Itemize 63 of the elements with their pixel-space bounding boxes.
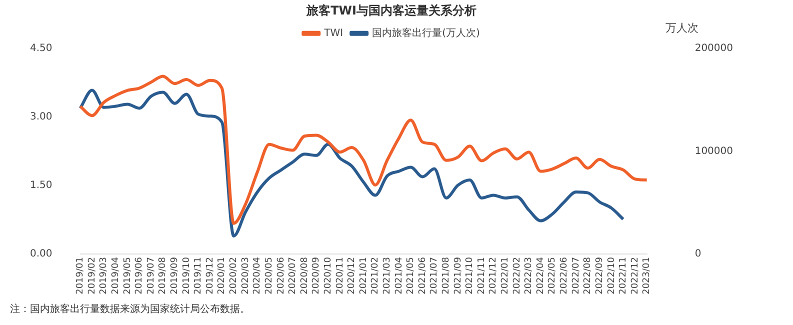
y-tick-label: 0.00: [30, 248, 52, 260]
x-tick-label: 2022/09: [594, 256, 605, 294]
x-tick-label: 2020/05: [264, 257, 274, 294]
x-tick-label: 2021/03: [382, 257, 392, 294]
x-tick-label: 2021/06: [418, 256, 428, 294]
x-tick-label: 2020/08: [300, 256, 310, 294]
x-tick-label: 2021/02: [370, 257, 381, 294]
chart-title: 旅客TWI与国内客运量关系分析: [306, 3, 476, 18]
x-tick-label: 2021/05: [406, 257, 416, 294]
x-tick-label: 2022/05: [548, 257, 558, 294]
line-series: [78, 88, 625, 238]
x-tick-label: 2021/10: [465, 256, 476, 294]
x-tick-label: 2019/08: [158, 256, 168, 294]
legend-label: TWI: [323, 28, 344, 39]
legend-label: 国内旅客出行量(万人次): [372, 26, 480, 39]
y-tick-label: 4.50: [30, 42, 52, 54]
x-tick-label: 2019/04: [111, 256, 122, 294]
x-tick-label: 2019/02: [87, 257, 98, 294]
x-tick-label: 2021/08: [442, 256, 452, 294]
text: 注：国内旅客出行量数据来源为国家统计局公布数据。: [9, 302, 251, 316]
y2-tick-label: 0: [694, 248, 702, 260]
x-tick-label: 2019/12: [205, 257, 216, 294]
x-tick-label: 2022/11: [618, 257, 629, 294]
y-tick-label: 3.00: [30, 112, 52, 123]
x-tick-label: 2021/07: [430, 257, 440, 294]
x-tick-label: 2019/06: [134, 256, 145, 294]
x-tick-label: 2022/04: [536, 256, 546, 294]
x-tick-label: 2022/10: [606, 256, 617, 294]
y-tick-label: 1.50: [30, 180, 52, 192]
x-tick-label: 2019/10: [182, 256, 192, 294]
x-tick-label: 2019/11: [194, 257, 204, 294]
x-tick-label: 2020/02: [229, 257, 240, 294]
x-tick-label: 2021/11: [476, 257, 487, 294]
x-tick-label: 2021/12: [488, 257, 499, 294]
x-tick-label: 2020/10: [323, 256, 334, 294]
x-tick-label: 2023/01: [642, 257, 652, 294]
x-tick-label: 2019/07: [146, 257, 156, 294]
x-tick-label: 2020/06: [276, 256, 286, 294]
x-tick-label: 2021/09: [453, 256, 464, 294]
x-tick-label: 2020/04: [252, 256, 263, 294]
x-tick-label: 2019/03: [99, 257, 110, 294]
x-tick-label: 2019/01: [76, 257, 86, 294]
line-series: [78, 74, 648, 225]
x-tick-label: 2021/04: [394, 256, 404, 294]
x-tick-label: 2020/07: [288, 257, 298, 294]
y2-tick-label: 100000: [694, 146, 734, 157]
y2-axis-title: 万人次: [665, 21, 698, 34]
x-tick-label: 2020/11: [335, 257, 346, 294]
x-tick-label: 2019/05: [122, 257, 133, 294]
x-tick-label: 2022/01: [500, 257, 511, 294]
x-tick-label: 2020/09: [312, 256, 322, 294]
x-tick-label: 2022/06: [560, 256, 570, 294]
x-tick-label: 2022/03: [524, 257, 534, 294]
x-tick-label: 2020/01: [217, 257, 228, 294]
x-tick-label: 2022/07: [571, 257, 582, 294]
x-tick-label: 2019/09: [170, 256, 180, 294]
x-tick-label: 2020/12: [347, 257, 358, 294]
x-tick-label: 2022/02: [512, 257, 522, 294]
x-tick-label: 2022/12: [630, 257, 640, 294]
x-tick-label: 2020/03: [240, 257, 251, 294]
x-tick-label: 2021/01: [358, 257, 369, 294]
y2-tick-label: 200000: [694, 42, 734, 54]
x-tick-label: 2022/08: [583, 256, 594, 294]
